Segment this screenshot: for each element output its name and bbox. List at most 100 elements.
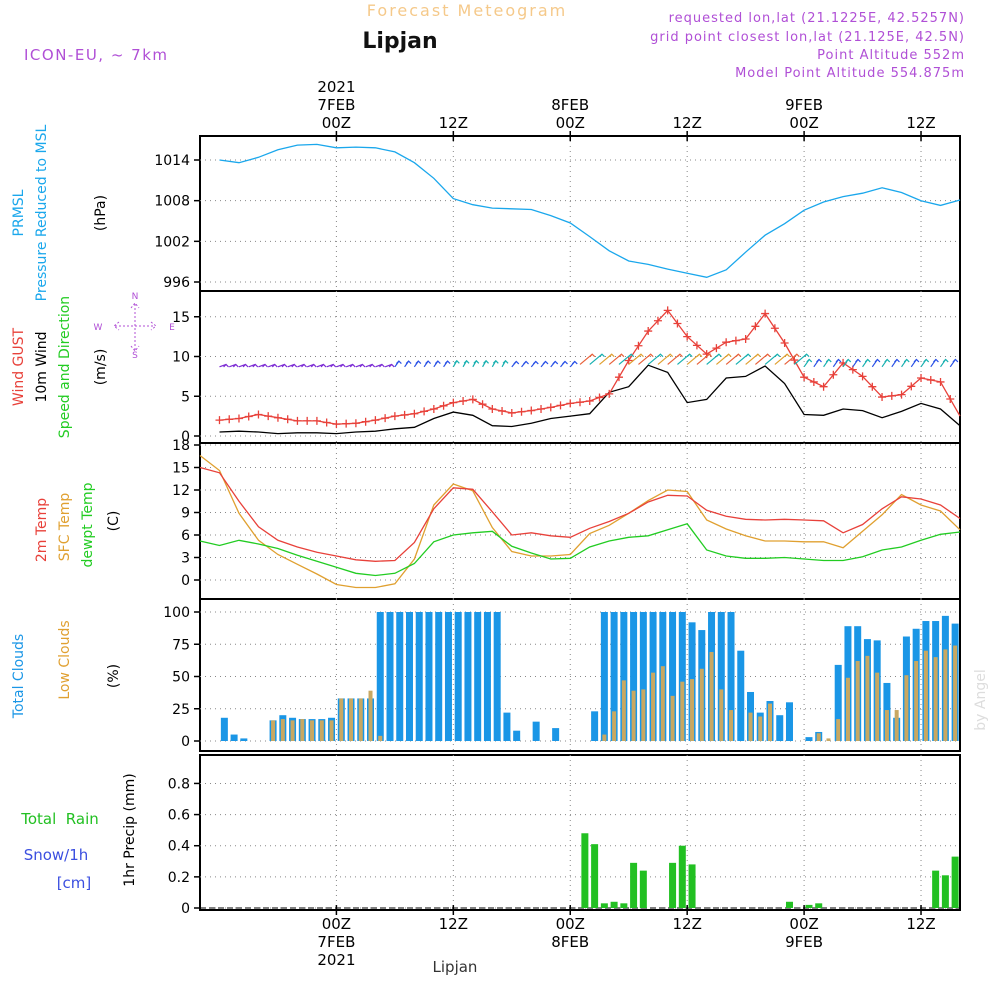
wind-gust-marker (595, 393, 604, 402)
total-cloud-bar (454, 612, 462, 741)
low-cloud-bar (329, 720, 334, 741)
bottom-time-label: 00Z (556, 915, 585, 933)
wind-gust-marker (459, 397, 468, 406)
wind-gust-marker (361, 417, 370, 426)
wind-direction-arrowhead (696, 353, 703, 358)
wind-direction-arrowhead (271, 363, 278, 368)
wind-direction-arrowhead (764, 353, 771, 358)
wind-gust-marker (722, 338, 731, 347)
wind-gust-marker (878, 393, 887, 402)
low-cloud-bar (923, 650, 928, 741)
rain-bar (581, 833, 589, 908)
temp-sfc-line (199, 454, 961, 589)
total-cloud-bar (834, 664, 842, 741)
low-cloud-bar (660, 666, 665, 741)
wind-gust-marker (946, 395, 955, 404)
wind-gust-marker (926, 375, 935, 384)
footer-location: Lipjan (433, 958, 478, 976)
bottom-time-label: 12Z (906, 915, 935, 933)
rain-bar (639, 870, 647, 908)
wind-gust-marker (546, 403, 555, 412)
top-time-label: 00Z (322, 114, 351, 132)
wind-gust-marker (790, 356, 799, 365)
wind-direction-arrowhead (774, 353, 781, 358)
wind-direction-arrowhead (483, 359, 489, 364)
wind-direction-arrowhead (444, 360, 451, 365)
wind-gust-marker (381, 414, 390, 423)
low-cloud-bar (836, 719, 841, 741)
wind-gust-marker (449, 398, 458, 407)
total-cloud-bar (727, 612, 735, 741)
total-cloud-bar (405, 612, 413, 741)
wind-gust-marker (663, 306, 672, 315)
wind-gust-line (219, 309, 961, 425)
wind-gust-marker (420, 407, 429, 416)
low-cloud-bar (310, 720, 315, 741)
wind-direction-arrowhead (252, 363, 259, 368)
gridpoint-coords: grid point closest lon,lat (21.125E, 42.… (650, 30, 965, 45)
wind-gust-marker (741, 335, 750, 344)
wind-direction-arrowhead (667, 353, 674, 358)
low-cloud-bar (719, 689, 724, 741)
wind-direction-arrowhead (855, 358, 861, 363)
wind-gust-marker (800, 373, 809, 382)
pressure-panel (199, 135, 961, 292)
wind-gust-marker (858, 372, 867, 381)
rain-bar (805, 904, 813, 908)
wind-direction-arrowhead (415, 360, 422, 365)
wind-gust-marker (731, 336, 740, 345)
model-altitude: Model Point Altitude 554.875m (735, 66, 965, 81)
wind-direction-arrowhead (513, 360, 520, 365)
rain-bar (688, 864, 696, 908)
wind-direction-arrowhead (242, 363, 249, 368)
wind-direction-arrowhead (281, 363, 288, 368)
low-cloud-bar (368, 690, 373, 741)
rain-bar (785, 901, 793, 908)
clouds-ytick-label: 100 (163, 605, 190, 621)
wind-10m-title: 10m Wind (34, 331, 50, 402)
total-cloud-bar (503, 712, 511, 741)
wind-direction-arrowhead (806, 358, 813, 363)
wind-gust-marker (293, 416, 302, 425)
wind-gust-marker (566, 399, 575, 408)
wind-direction-arrowhead (340, 363, 346, 368)
total-cloud-bar (785, 702, 793, 741)
rain-bar (951, 856, 959, 908)
wind-gust-marker (390, 412, 399, 421)
wind-gust-marker (312, 416, 321, 425)
supertitle: Forecast Meteogram (367, 1, 567, 20)
precip-ytick-label: 0.2 (168, 870, 190, 886)
rain-bar (630, 862, 638, 908)
wind-gust-marker (683, 332, 692, 341)
compass-n: N (132, 292, 139, 302)
grid-layer (200, 136, 960, 910)
wind-direction-arrowhead (933, 358, 939, 363)
wind-direction-arrowhead (502, 359, 509, 364)
wind-direction-arrowhead (349, 363, 356, 368)
wind-gust-marker (429, 404, 438, 413)
low-cloud-bar (602, 734, 607, 741)
top-time-label: 12Z (906, 114, 935, 132)
wind-direction-arrowhead (903, 358, 910, 363)
low-cloud-bar (729, 710, 734, 741)
low-cloud-bar (768, 703, 772, 741)
wind-panel (199, 290, 961, 444)
bottom-time-label: 2021 (317, 951, 355, 969)
rain-bar (815, 903, 823, 908)
low-cloud-bar (621, 680, 626, 741)
wind-gust-marker (400, 410, 409, 419)
low-cloud-bar (690, 679, 695, 741)
wind-direction-arrowhead (369, 363, 376, 368)
low-cloud-bar (894, 710, 899, 741)
total-cloud-bar (669, 612, 677, 741)
rain-bar (941, 875, 949, 908)
clouds-ytick-label: 25 (172, 702, 190, 718)
wind-direction-arrowhead (291, 363, 298, 368)
pressure-title-2: Pressure Reduced to MSL (34, 124, 50, 301)
total-cloud-bar (620, 612, 628, 741)
wind-direction-arrowhead (706, 353, 713, 358)
wind-direction-arrowhead (952, 358, 959, 363)
clouds-panel (199, 598, 961, 752)
top-time-label: 12Z (672, 114, 701, 132)
compass-s: S (132, 351, 138, 361)
